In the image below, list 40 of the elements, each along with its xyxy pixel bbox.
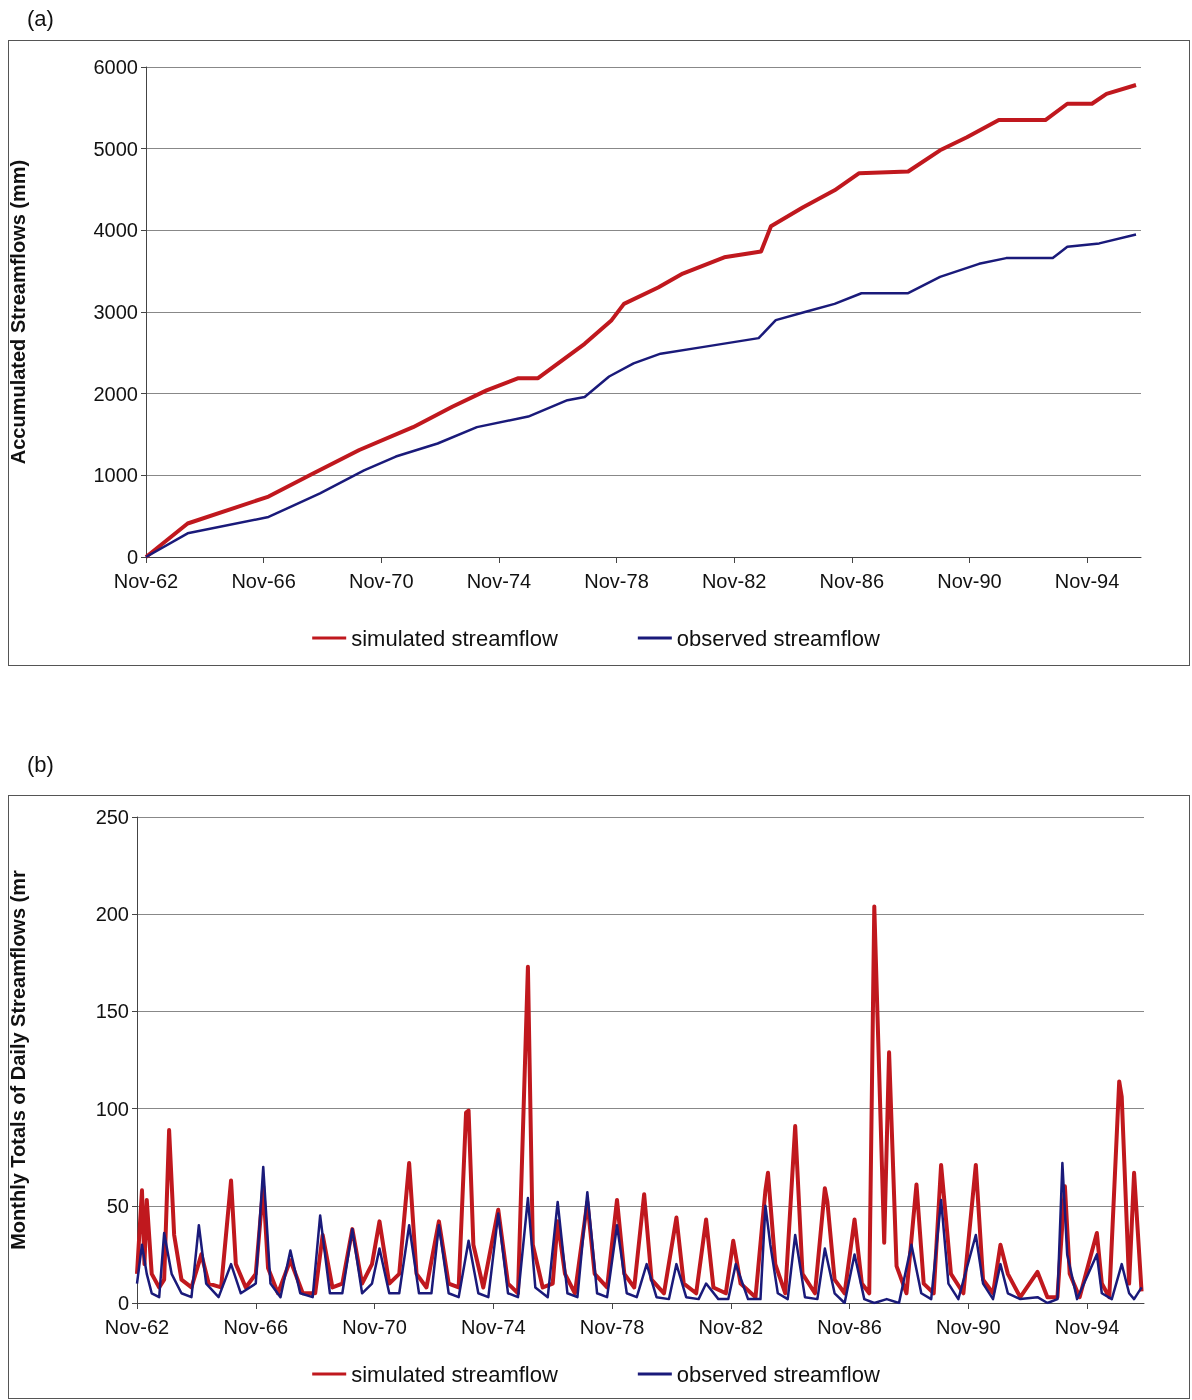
legend-label: observed streamflow [676,1361,880,1387]
y-tick-label: 150 [95,1000,129,1023]
y-axis-title: Monthly Totals of Daily Streamflows (mr [7,869,29,1250]
x-tick-label: Nov-82 [698,1316,764,1338]
x-tick-label: Nov-82 [701,570,767,592]
y-tick-label: 3000 [93,301,138,323]
x-tick-label: Nov-70 [342,1316,407,1338]
y-tick-label: 5000 [93,137,138,160]
x-tick-label: Nov-62 [113,570,179,592]
x-tick-label: Nov-78 [579,1316,645,1338]
y-tick-label: 50 [106,1194,129,1217]
x-tick-label: Nov-74 [466,570,532,592]
x-tick-label: Nov-70 [349,570,414,592]
x-tick-label: Nov-86 [817,1316,882,1338]
y-tick-label: 6000 [93,56,138,78]
x-tick-label: Nov-66 [223,1316,288,1338]
legend-label: simulated streamflow [351,625,558,651]
y-tick-label: 0 [126,546,138,568]
x-tick-label: Nov-94 [1054,570,1120,592]
y-axis-title: Accumulated Streamflows (mm) [7,159,29,465]
y-tick-label: 0 [117,1292,129,1314]
y-tick-label: 2000 [93,382,138,405]
y-tick-label: 4000 [93,219,138,242]
chart-title: (b) [27,751,54,777]
y-tick-label: 250 [95,806,129,828]
x-tick-label: Nov-94 [1054,1316,1120,1338]
y-tick-label: 100 [95,1097,129,1120]
chart-title: (a) [27,5,54,31]
x-tick-label: Nov-74 [461,1316,526,1338]
y-tick-label: 200 [95,903,129,926]
x-tick-label: Nov-86 [819,570,885,592]
x-tick-label: Nov-78 [584,570,649,592]
y-tick-label: 1000 [93,464,138,487]
line-series [144,233,1138,559]
x-tick-label: Nov-90 [936,1316,1001,1338]
legend-label: simulated streamflow [351,1361,558,1387]
legend-label: observed streamflow [676,625,880,651]
x-tick-label: Nov-90 [937,570,1002,592]
x-tick-label: Nov-66 [231,570,296,592]
x-tick-label: Nov-62 [104,1316,170,1338]
